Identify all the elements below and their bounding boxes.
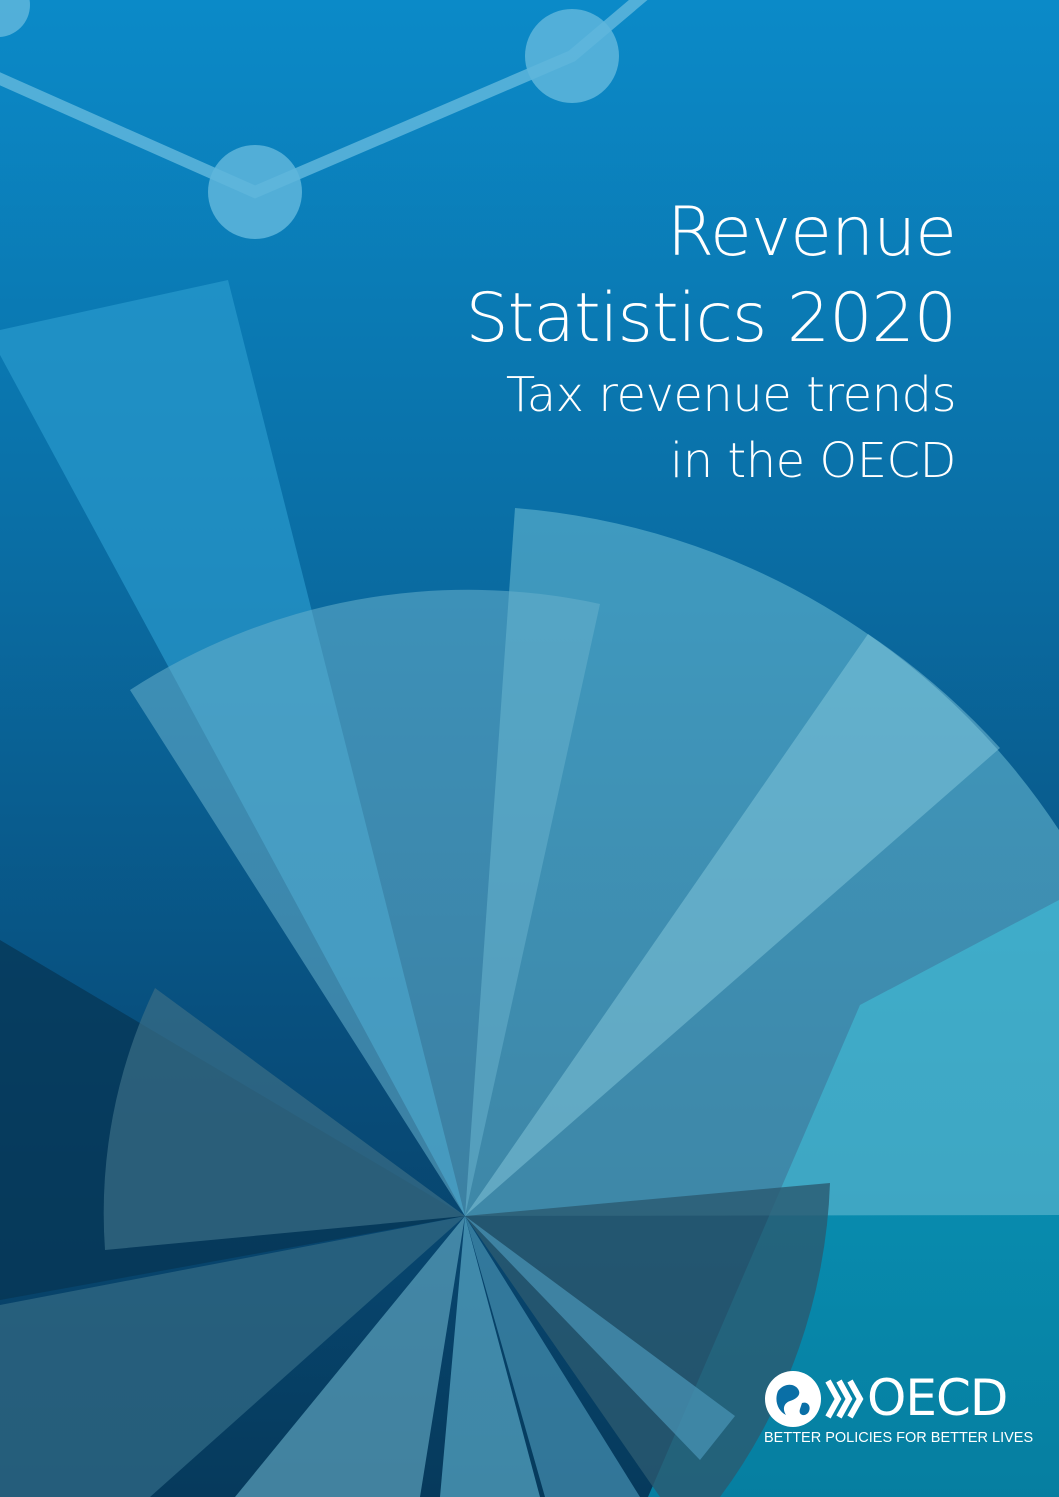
ray-bottom-2	[235, 1216, 465, 1497]
ray-light	[465, 634, 1000, 1216]
ray-large-right	[465, 508, 1059, 1216]
subtitle-line-2: in the OECD	[669, 433, 957, 489]
oecd-tagline: BETTER POLICIES FOR BETTER LIVES	[764, 1430, 1034, 1446]
ray-mid-left	[130, 589, 600, 1216]
oecd-globe-icon	[765, 1371, 864, 1427]
title-line-1: Revenue	[666, 193, 957, 272]
oecd-logo: OECD BETTER POLICIES FOR BETTER LIVES	[764, 1365, 1033, 1455]
ray-bottom-5	[465, 1216, 735, 1460]
subtitle-line-1: Tax revenue trends	[505, 367, 957, 423]
ray-lower-left	[103, 988, 465, 1250]
ray-bottom-3	[440, 1216, 540, 1497]
ray-bottom-1	[0, 1216, 465, 1497]
ray-lower-right	[465, 1183, 830, 1497]
network-graphic	[0, 0, 648, 239]
ray-bottom-4	[465, 1216, 640, 1497]
oecd-wordmark: OECD	[867, 1369, 1008, 1427]
title-block: Revenue Statistics 2020 Tax revenue tren…	[256, 190, 957, 494]
title-line-2: Statistics 2020	[465, 279, 957, 358]
